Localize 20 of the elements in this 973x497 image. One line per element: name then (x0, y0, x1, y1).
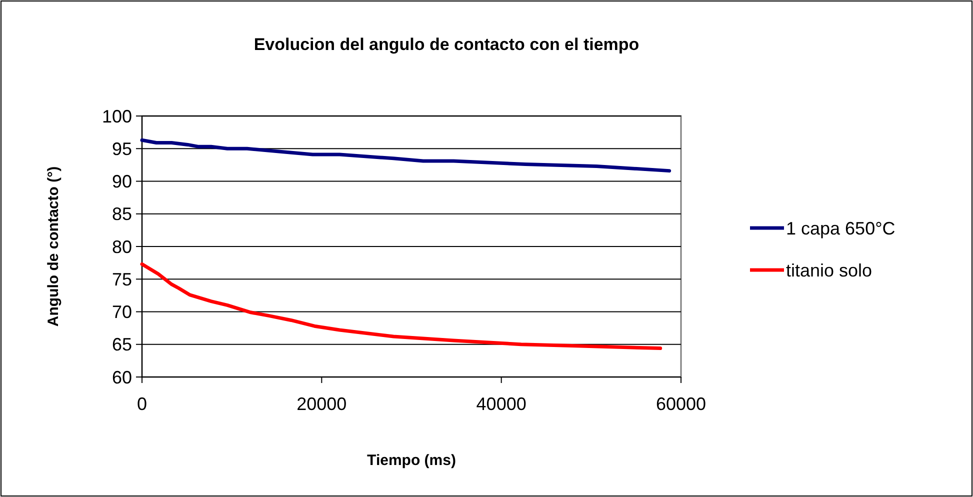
y-tick-label: 70 (112, 302, 132, 322)
y-tick-label: 75 (112, 269, 132, 290)
x-tick-label: 0 (136, 394, 148, 414)
x-tick-label: 40000 (476, 394, 526, 414)
x-tick-label: 20000 (296, 394, 347, 414)
legend-label: 1 capa 650°C (786, 218, 896, 238)
y-tick-label: 85 (112, 204, 132, 224)
y-tick-label: 100 (102, 106, 132, 126)
x-tick-label: 60000 (656, 394, 706, 414)
legend-label: titanio solo (786, 260, 872, 280)
y-axis-title: Angulo de contacto (°) (45, 166, 62, 327)
chart-title: Evolucion del angulo de contacto con el tiempo (254, 35, 640, 54)
y-tick-label: 90 (112, 172, 132, 192)
line-series (140, 262, 662, 350)
y-tick-label: 95 (112, 138, 132, 159)
y-tick-label: 65 (112, 334, 132, 355)
y-tick-label: 60 (112, 367, 132, 388)
y-tick-label: 80 (112, 236, 132, 257)
x-axis-title: Tiempo (ms) (367, 452, 456, 469)
line-series (140, 138, 672, 173)
